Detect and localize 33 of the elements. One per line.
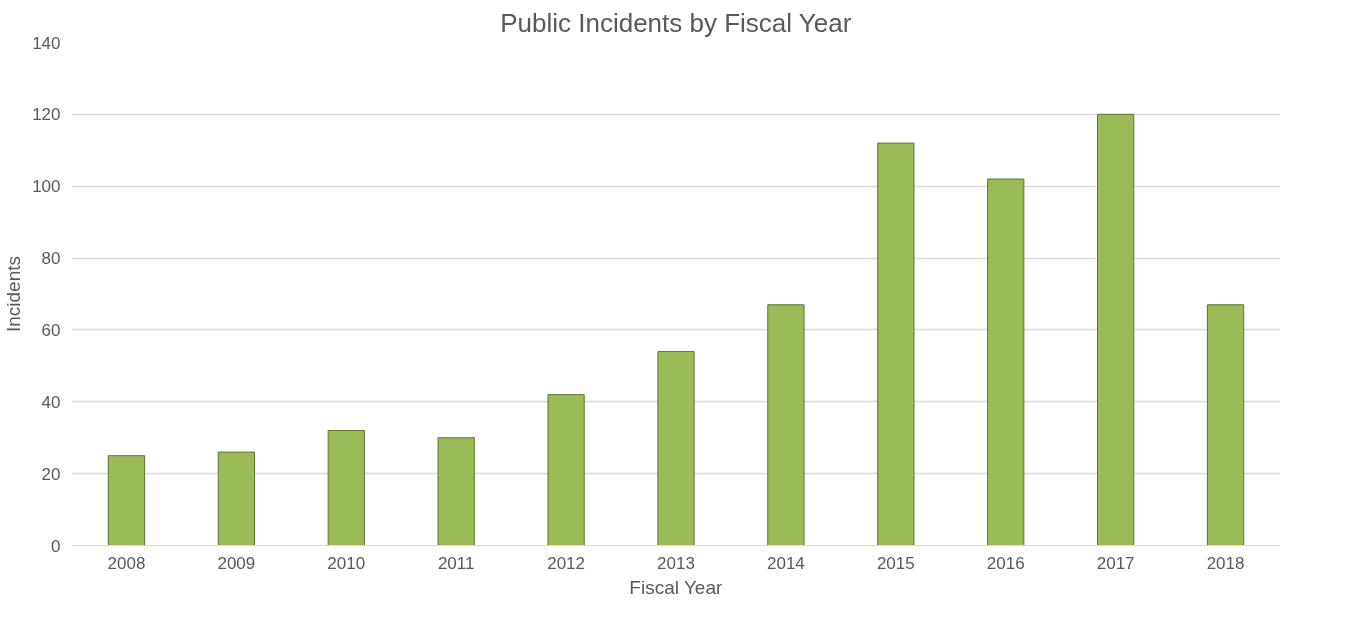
bar [107,455,146,546]
bar [327,430,365,546]
y-tick-label: 0 [51,536,61,556]
bar [437,437,475,546]
x-tick-label: 2018 [1206,553,1245,573]
chart-title: Public Incidents by Fiscal Year [500,7,852,38]
bar [657,350,695,546]
bar [767,304,805,546]
x-axis-title: Fiscal Year [629,576,723,598]
x-tick-label: 2014 [767,553,805,573]
x-tick-label: 2008 [107,553,146,573]
bar [987,178,1025,546]
y-axis-title: Incidents [3,255,25,333]
x-tick-label: 2009 [217,553,256,573]
y-tick-label: 60 [41,320,61,340]
y-tick-label: 80 [41,249,61,269]
x-tick-label: 2012 [547,553,586,573]
x-tick-label: 2016 [986,553,1025,573]
x-tick-label: 2013 [657,553,695,573]
x-tick-label: 2010 [327,553,366,573]
x-tick-label: 2015 [876,553,915,573]
x-tick-label: 2011 [437,553,475,573]
y-tick-label: 100 [32,177,61,197]
bar [217,451,255,546]
bar [877,142,915,546]
bar [1206,304,1245,546]
y-tick-label: 20 [41,464,61,484]
y-tick-label: 120 [32,105,61,125]
y-tick-label: 40 [41,392,61,412]
x-tick-label: 2017 [1096,553,1135,573]
bar [547,394,585,546]
bar [1097,113,1135,546]
y-tick-label: 140 [32,33,61,53]
